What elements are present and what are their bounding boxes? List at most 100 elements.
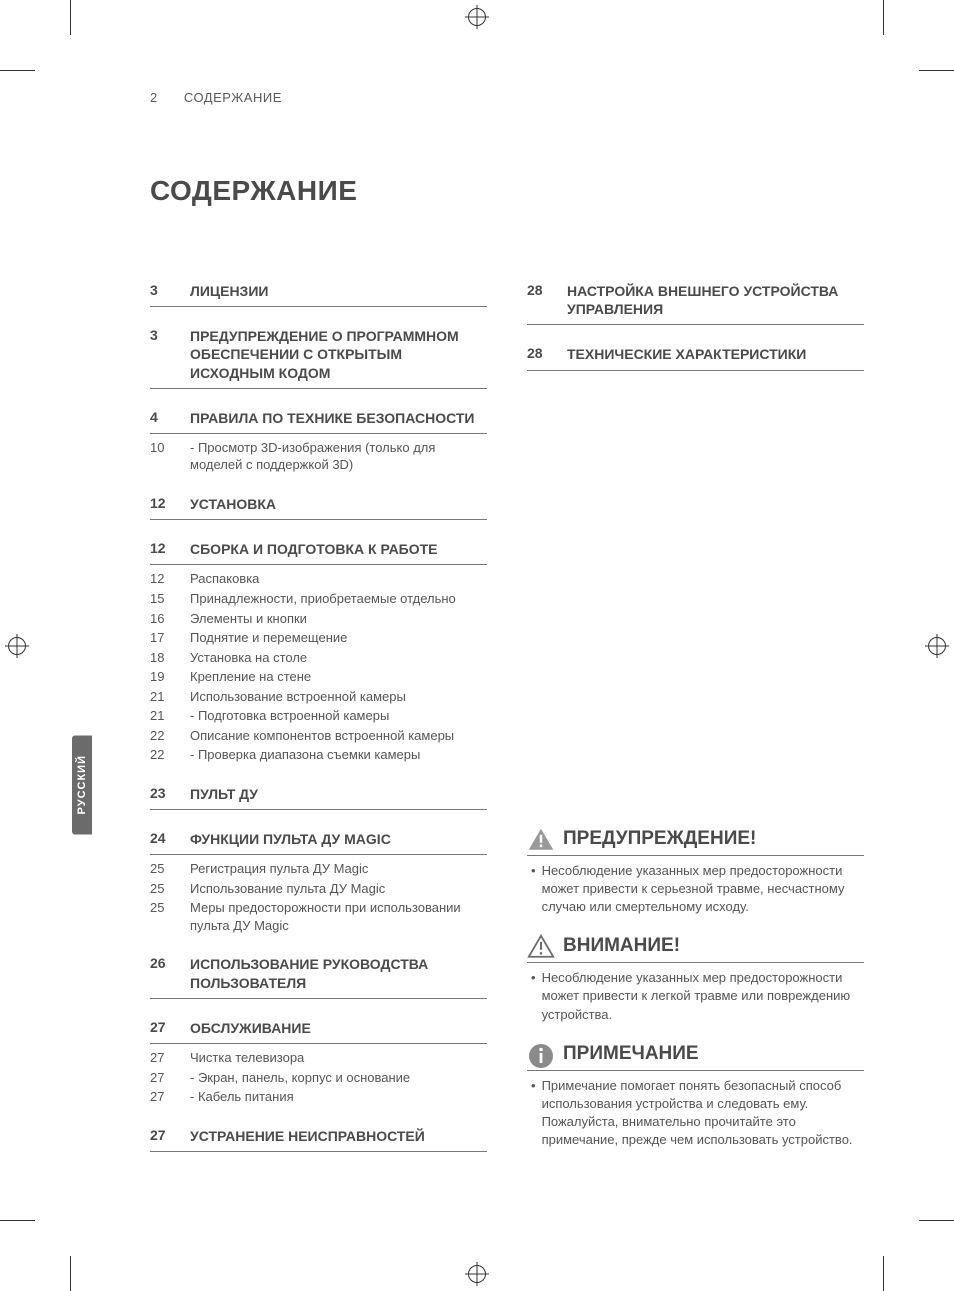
crop-mark bbox=[70, 0, 71, 35]
toc-section-title: ОБСЛУЖИВАНИЕ bbox=[190, 1019, 311, 1037]
toc-entry-page: 27 bbox=[150, 1069, 190, 1087]
toc-entry: 25Меры предосторожности при использовани… bbox=[150, 898, 487, 935]
toc-section-page: 12 bbox=[150, 495, 190, 511]
toc-section-title: ИСПОЛЬЗОВАНИЕ РУКОВОДСТВА ПОЛЬЗОВАТЕЛЯ bbox=[190, 955, 487, 991]
toc-entry: 16Элементы и кнопки bbox=[150, 609, 487, 629]
toc-entry: 22 - Проверка диапазона съемки камеры bbox=[150, 745, 487, 765]
toc-entry-text: Принадлежности, приобретаемые отдельно bbox=[190, 590, 487, 608]
toc-entry-text: Элементы и кнопки bbox=[190, 610, 487, 628]
toc-entry: 18Установка на столе bbox=[150, 648, 487, 668]
bullet-icon: • bbox=[531, 969, 536, 1024]
toc-entry-page: 16 bbox=[150, 610, 190, 628]
toc-entry-text: - Просмотр 3D-изображения (только для мо… bbox=[190, 439, 487, 474]
toc-entry-page: 22 bbox=[150, 746, 190, 764]
toc-section-page: 3 bbox=[150, 327, 190, 343]
bullet-icon: • bbox=[531, 862, 536, 917]
toc-section: 12УСТАНОВКА bbox=[150, 489, 487, 520]
toc-entry-page: 21 bbox=[150, 688, 190, 706]
toc-entry-page: 12 bbox=[150, 570, 190, 588]
toc-entry: 15Принадлежности, приобретаемые отдельно bbox=[150, 589, 487, 609]
toc-section-page: 12 bbox=[150, 540, 190, 556]
registration-mark-icon bbox=[8, 637, 26, 655]
toc-section-page: 24 bbox=[150, 830, 190, 846]
note-text: Несоблюдение указанных мер предосторожно… bbox=[542, 862, 864, 917]
toc-entry-text: Установка на столе bbox=[190, 649, 487, 667]
toc-column-right: 28НАСТРОЙКА ВНЕШНЕГО УСТРОЙСТВА УПРАВЛЕН… bbox=[527, 262, 864, 1167]
toc-section-title: ПРАВИЛА ПО ТЕХНИКЕ БЕЗОПАСНОСТИ bbox=[190, 409, 474, 427]
toc-section-page: 27 bbox=[150, 1019, 190, 1035]
toc-section: 28НАСТРОЙКА ВНЕШНЕГО УСТРОЙСТВА УПРАВЛЕН… bbox=[527, 276, 864, 325]
toc-entry: 27 - Кабель питания bbox=[150, 1087, 487, 1107]
page-content: 2 СОДЕРЖАНИЕ СОДЕРЖАНИЕ 3ЛИЦЕНЗИИ3ПРЕДУП… bbox=[150, 90, 864, 1221]
toc-entries: 25Регистрация пульта ДУ Magic25Использов… bbox=[150, 859, 487, 935]
toc-entry-page: 25 bbox=[150, 880, 190, 898]
toc-entry-text: Поднятие и перемещение bbox=[190, 629, 487, 647]
page-number: 2 bbox=[150, 90, 158, 105]
toc-entry-page: 19 bbox=[150, 668, 190, 686]
toc-entries: 27Чистка телевизора27 - Экран, панель, к… bbox=[150, 1048, 487, 1107]
toc-section-title: СБОРКА И ПОДГОТОВКА К РАБОТЕ bbox=[190, 540, 438, 558]
toc-entry-text: Распаковка bbox=[190, 570, 487, 588]
toc-section-title: ФУНКЦИИ ПУЛЬТА ДУ MAGIC bbox=[190, 830, 391, 848]
toc-entry-text: Использование пульта ДУ Magic bbox=[190, 880, 487, 898]
note-block: ВНИМАНИЕ! •Несоблюдение указанных мер пре… bbox=[527, 934, 864, 1024]
toc-section-page: 23 bbox=[150, 785, 190, 801]
registration-mark-icon bbox=[468, 1265, 486, 1283]
toc-section-title: ПУЛЬТ ДУ bbox=[190, 785, 258, 803]
toc-section: 3ЛИЦЕНЗИИ bbox=[150, 276, 487, 307]
toc-entry: 21Использование встроенной камеры bbox=[150, 687, 487, 707]
page-title: СОДЕРЖАНИЕ bbox=[150, 175, 864, 207]
toc-entry-text: Меры предосторожности при использовании … bbox=[190, 899, 487, 934]
toc-entry: 21 - Подготовка встроенной камеры bbox=[150, 706, 487, 726]
toc-entry-page: 27 bbox=[150, 1049, 190, 1067]
crop-mark bbox=[0, 70, 35, 71]
toc-section-page: 3 bbox=[150, 282, 190, 298]
toc-entry-text: Описание компонентов встроенной камеры bbox=[190, 727, 487, 745]
note-block: ПРЕДУПРЕЖДЕНИЕ! •Несоблюдение указанных м… bbox=[527, 827, 864, 917]
toc-entry-text: - Кабель питания bbox=[190, 1088, 487, 1106]
note-header: ПРИМЕЧАНИЕ bbox=[527, 1042, 864, 1071]
toc-entry-text: Чистка телевизора bbox=[190, 1049, 487, 1067]
note-header: ПРЕДУПРЕЖДЕНИЕ! bbox=[527, 827, 864, 856]
toc-section-page: 26 bbox=[150, 955, 190, 971]
toc-section-title: УСТАНОВКА bbox=[190, 495, 276, 513]
note-body: •Несоблюдение указанных мер предосторожн… bbox=[527, 963, 864, 1024]
toc-entry-page: 10 bbox=[150, 439, 190, 457]
toc-entry: 17Поднятие и перемещение bbox=[150, 628, 487, 648]
crop-mark bbox=[883, 1256, 884, 1291]
note-header: ВНИМАНИЕ! bbox=[527, 934, 864, 963]
note-title: ВНИМАНИЕ! bbox=[563, 935, 680, 957]
notes-region: ПРЕДУПРЕЖДЕНИЕ! •Несоблюдение указанных м… bbox=[527, 827, 864, 1150]
crop-mark bbox=[919, 1220, 954, 1221]
toc-entry-text: Использование встроенной камеры bbox=[190, 688, 487, 706]
toc-entry-text: - Проверка диапазона съемки камеры bbox=[190, 746, 487, 764]
toc-section: 27ОБСЛУЖИВАНИЕ bbox=[150, 1013, 487, 1044]
toc-entry-text: Регистрация пульта ДУ Magic bbox=[190, 860, 487, 878]
toc-entry: 19Крепление на стене bbox=[150, 667, 487, 687]
toc-entry: 25Регистрация пульта ДУ Magic bbox=[150, 859, 487, 879]
toc-entry-page: 25 bbox=[150, 899, 190, 917]
note-title: ПРЕДУПРЕЖДЕНИЕ! bbox=[563, 828, 756, 850]
toc-section-page: 4 bbox=[150, 409, 190, 425]
toc-entry-page: 15 bbox=[150, 590, 190, 608]
toc-entries: 10- Просмотр 3D-изображения (только для … bbox=[150, 438, 487, 475]
toc-section-page: 28 bbox=[527, 282, 567, 298]
registration-mark-icon bbox=[928, 637, 946, 655]
toc-entry: 27 - Экран, панель, корпус и основание bbox=[150, 1068, 487, 1088]
toc-section-page: 28 bbox=[527, 345, 567, 361]
toc-column-left: 3ЛИЦЕНЗИИ3ПРЕДУПРЕЖДЕНИЕ О ПРОГРАММНОМ О… bbox=[150, 262, 487, 1167]
toc-entry-page: 21 bbox=[150, 707, 190, 725]
warning-icon bbox=[527, 827, 555, 851]
toc-entry-page: 18 bbox=[150, 649, 190, 667]
registration-mark-icon bbox=[468, 8, 486, 26]
toc-section: 28ТЕХНИЧЕСКИЕ ХАРАКТЕРИСТИКИ bbox=[527, 339, 864, 370]
toc-entry: 12Распаковка bbox=[150, 569, 487, 589]
crop-mark bbox=[0, 1220, 35, 1221]
toc-entry-text: - Подготовка встроенной камеры bbox=[190, 707, 487, 725]
toc-section: 4ПРАВИЛА ПО ТЕХНИКЕ БЕЗОПАСНОСТИ bbox=[150, 403, 487, 434]
crop-mark bbox=[70, 1256, 71, 1291]
toc-section-title: НАСТРОЙКА ВНЕШНЕГО УСТРОЙСТВА УПРАВЛЕНИЯ bbox=[567, 282, 864, 318]
note-block: ПРИМЕЧАНИЕ•Примечание помогает понять бе… bbox=[527, 1042, 864, 1150]
toc-section: 24ФУНКЦИИ ПУЛЬТА ДУ MAGIC bbox=[150, 824, 487, 855]
toc-entry-page: 17 bbox=[150, 629, 190, 647]
